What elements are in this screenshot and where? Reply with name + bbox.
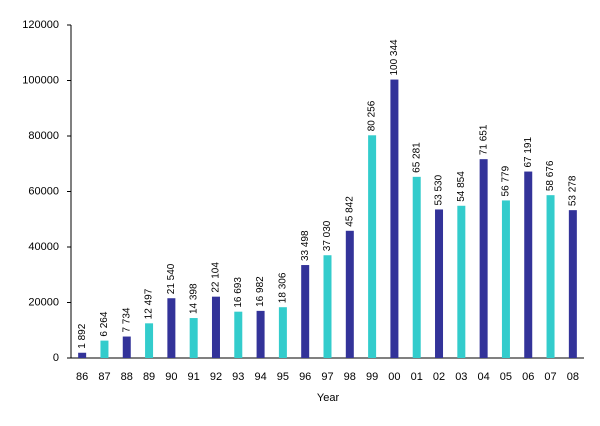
bar — [345, 230, 354, 358]
bar — [412, 176, 421, 358]
value-label: 16 982 — [255, 276, 266, 307]
value-label: 7 734 — [121, 307, 132, 332]
value-label: 67 191 — [523, 137, 534, 168]
y-tick-label: 80000 — [28, 130, 59, 142]
bar — [256, 310, 265, 358]
x-tick-label: 96 — [299, 371, 311, 383]
x-tick-label: 06 — [522, 371, 534, 383]
value-label: 1 892 — [77, 323, 88, 348]
value-label: 71 651 — [478, 124, 489, 155]
bar — [278, 307, 287, 358]
value-label: 6 264 — [99, 311, 110, 336]
bar — [78, 352, 87, 358]
bar — [457, 205, 466, 358]
bar — [100, 340, 109, 358]
x-tick-label: 99 — [366, 371, 378, 383]
value-label: 33 498 — [300, 230, 311, 261]
x-tick-label: 90 — [165, 371, 177, 383]
value-label: 53 278 — [567, 175, 578, 206]
bar — [524, 171, 533, 358]
x-tick-label: 08 — [567, 371, 579, 383]
x-tick-label: 87 — [98, 371, 110, 383]
y-tick-label: 20000 — [28, 296, 59, 308]
x-tick-label: 05 — [500, 371, 512, 383]
bar — [145, 323, 154, 358]
bar — [546, 195, 555, 358]
value-label: 16 693 — [233, 277, 244, 308]
value-label: 22 104 — [211, 262, 222, 293]
x-tick-label: 00 — [388, 371, 400, 383]
y-tick-label: 100000 — [22, 74, 59, 86]
value-label: 21 540 — [166, 263, 177, 294]
x-tick-label: 95 — [277, 371, 289, 383]
value-label: 37 030 — [322, 220, 333, 251]
bar — [368, 135, 377, 358]
y-tick-label: 40000 — [28, 241, 59, 253]
y-tick-label: 60000 — [28, 185, 59, 197]
bar — [435, 209, 444, 358]
x-tick-label: 93 — [232, 371, 244, 383]
x-tick-label: 88 — [121, 371, 133, 383]
value-label: 56 779 — [501, 165, 512, 196]
value-label: 53 530 — [434, 174, 445, 205]
value-label: 54 854 — [456, 171, 467, 202]
bar — [189, 318, 198, 358]
value-label: 14 398 — [188, 283, 199, 314]
x-axis-label: Year — [317, 392, 340, 404]
bar — [211, 296, 220, 358]
bar — [167, 298, 176, 358]
value-label: 18 306 — [278, 272, 289, 303]
x-tick-label: 04 — [478, 371, 490, 383]
x-tick-label: 98 — [344, 371, 356, 383]
x-tick-label: 86 — [76, 371, 88, 383]
x-tick-label: 97 — [321, 371, 333, 383]
bar — [479, 159, 488, 358]
value-label: 45 842 — [344, 196, 355, 227]
bar — [323, 255, 332, 358]
bar — [234, 311, 243, 358]
value-label: 80 256 — [367, 100, 378, 131]
x-tick-label: 89 — [143, 371, 155, 383]
x-tick-label: 03 — [455, 371, 467, 383]
bar — [501, 200, 510, 358]
bar — [122, 336, 131, 358]
y-tick-label: 120000 — [22, 19, 59, 31]
value-label: 100 344 — [389, 39, 400, 76]
value-label: 58 676 — [545, 160, 556, 191]
x-tick-label: 07 — [544, 371, 556, 383]
x-tick-label: 02 — [433, 371, 445, 383]
bar — [301, 265, 310, 358]
bar — [568, 210, 577, 358]
x-tick-label: 91 — [188, 371, 200, 383]
value-label: 12 497 — [144, 288, 155, 319]
x-tick-label: 01 — [411, 371, 423, 383]
x-tick-label: 94 — [254, 371, 266, 383]
bar — [390, 79, 399, 358]
y-tick-label: 0 — [53, 352, 59, 364]
x-tick-label: 92 — [210, 371, 222, 383]
value-label: 65 281 — [411, 142, 422, 173]
